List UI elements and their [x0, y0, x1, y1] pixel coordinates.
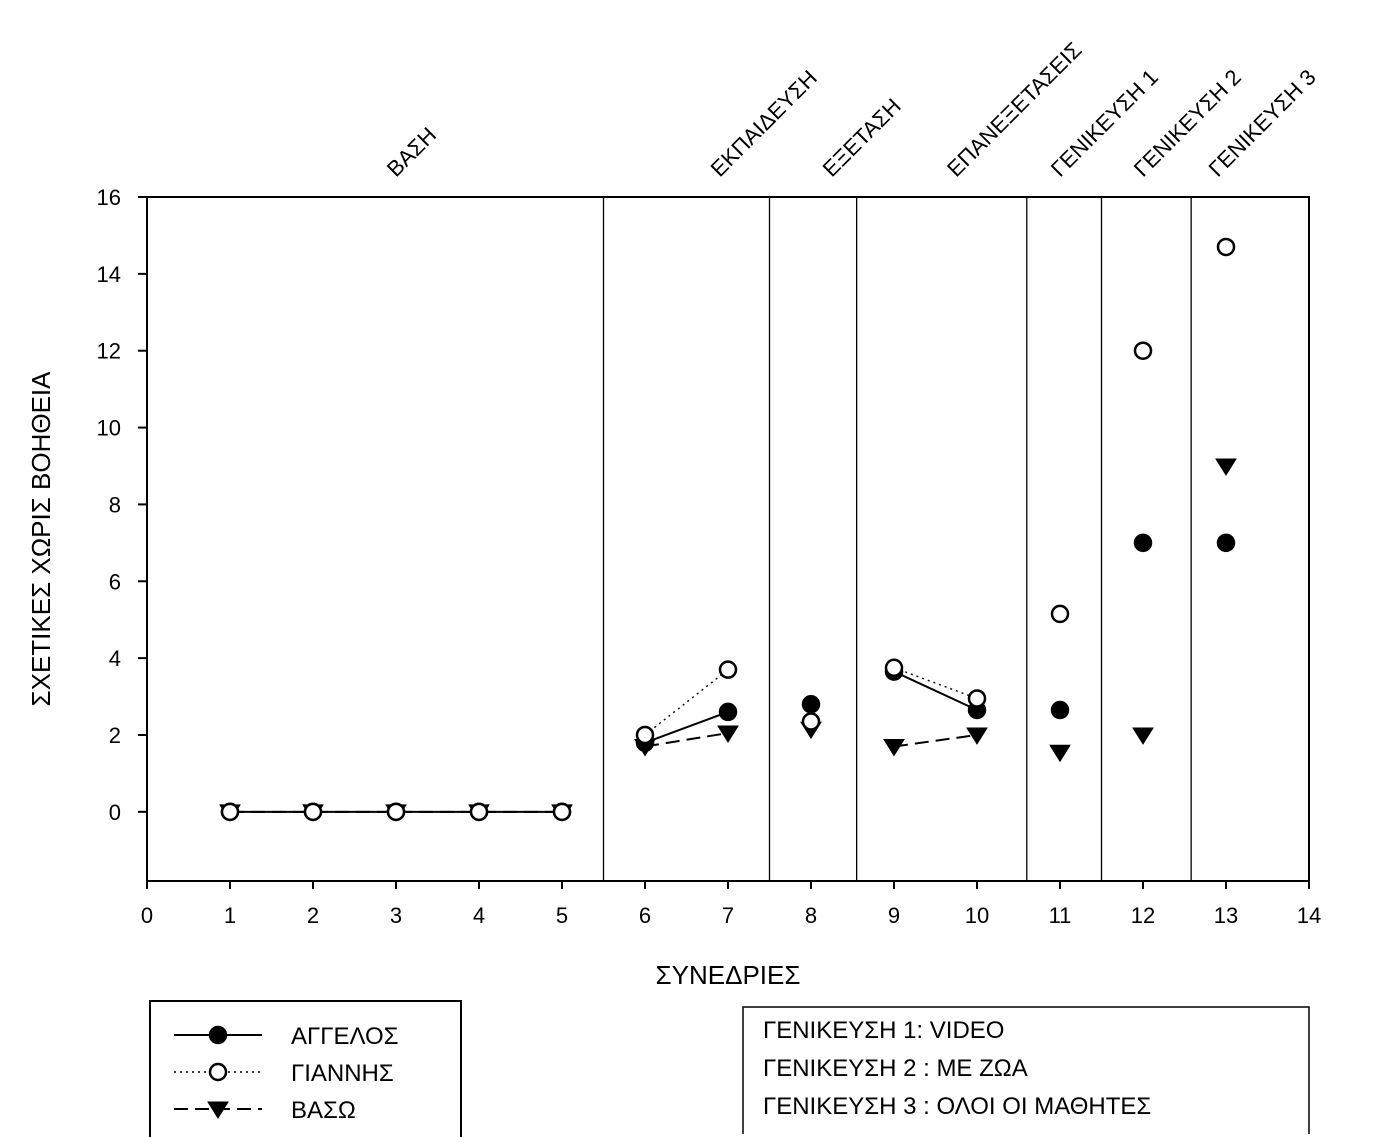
- phase-label-0: ΒΑΣΗ: [382, 122, 441, 181]
- series-2-line-2: [893, 733, 978, 748]
- note-generalization-1: ΓΕΝΙΚΕΥΣΗ 1: VIDEO: [763, 1017, 1004, 1044]
- x-tick-label-10: 10: [965, 903, 989, 928]
- y-axis-title: ΣΧΕΤΙΚΕΣ ΧΩΡΙΣ ΒΟΗΘΕΙΑ: [26, 371, 56, 707]
- series-1-point-9: [884, 658, 904, 677]
- series-1-point-5: [552, 802, 572, 822]
- phase-label-2: ΕΞΕΤΑΣΗ: [818, 93, 906, 181]
- series-1-point-4: [469, 802, 489, 822]
- legend-marker-0: [208, 1025, 228, 1045]
- series-1-point-7: [718, 660, 738, 679]
- series-2-point-9: [883, 739, 905, 757]
- x-tick-label-6: 6: [639, 903, 651, 928]
- series-1-point-13: [1216, 237, 1236, 257]
- y-axis-ticks: 0 2 4 6 8 10 12 14 16: [97, 185, 147, 825]
- notes-box: ΓΕΝΙΚΕΥΣΗ 1: VIDEO ΓΕΝΙΚΕΥΣΗ 2 : ΜΕ ΖΩΑ …: [742, 1006, 1310, 1134]
- x-axis-ticks: 0 1 2 3 4 5 6 7 8 9 10 11 12 13 14: [141, 881, 1321, 928]
- series-1-point-2: [303, 802, 323, 822]
- x-tick-label-11: 11: [1049, 903, 1072, 928]
- legend-box: [149, 1000, 462, 1137]
- legend-rows: ΑΓΓΕΛΟΣ ΓΙΑΝΝΗΣ ΒΑΣΩ: [174, 1023, 398, 1124]
- legend-label-1: ΓΙΑΝΝΗΣ: [291, 1060, 394, 1087]
- y-tick-label-14: 14: [97, 262, 121, 287]
- y-tick-label-4: 4: [109, 646, 121, 671]
- x-axis-title: ΣΥΝΕΔΡΙΕΣ: [656, 960, 801, 990]
- x-tick-label-14: 14: [1297, 903, 1321, 928]
- x-tick-label-9: 9: [888, 903, 900, 928]
- x-tick-label-12: 12: [1131, 903, 1155, 928]
- y-tick-label-8: 8: [109, 492, 121, 517]
- legend-label-0: ΑΓΓΕΛΟΣ: [291, 1023, 398, 1050]
- series-markers: [219, 237, 1237, 822]
- series-1-point-3: [386, 802, 406, 822]
- x-tick-label-13: 13: [1214, 903, 1238, 928]
- series-0-point-7: [718, 702, 738, 722]
- legend-marker-2: [207, 1101, 229, 1119]
- series-2-point-10: [966, 727, 988, 745]
- note-generalization-3: ΓΕΝΙΚΕΥΣΗ 3 : ΟΛΟΙ ΟΙ ΜΑΘΗΤΕΣ: [763, 1093, 1151, 1120]
- series-2-line-1: [644, 732, 729, 748]
- series-2-point-13: [1215, 458, 1237, 476]
- series-1-point-12: [1133, 341, 1153, 360]
- legend: ΑΓΓΕΛΟΣ ΓΙΑΝΝΗΣ ΒΑΣΩ: [149, 1000, 462, 1137]
- legend-marker-1: [208, 1062, 228, 1082]
- x-tick-label-2: 2: [307, 903, 319, 928]
- y-tick-label-6: 6: [109, 569, 121, 594]
- series-0-point-11: [1050, 700, 1070, 720]
- series-1-point-10: [967, 689, 987, 708]
- x-tick-label-4: 4: [473, 903, 485, 928]
- series-2-point-11: [1049, 744, 1071, 763]
- series-1-point-6: [635, 725, 655, 745]
- series-0-point-12: [1133, 533, 1153, 553]
- x-tick-label-8: 8: [805, 903, 817, 928]
- series-1-point-11: [1050, 604, 1070, 624]
- legend-label-2: ΒΑΣΩ: [291, 1097, 356, 1124]
- phase-label-1: ΕΚΠΑΙΔΕΥΣΗ: [706, 65, 822, 181]
- series-2-point-12: [1132, 727, 1154, 745]
- series-0-point-13: [1216, 533, 1236, 553]
- series-1-point-1: [220, 802, 240, 822]
- series-0-point-8: [801, 694, 821, 714]
- y-tick-label-0: 0: [109, 800, 121, 825]
- series-1-line-2: [893, 667, 978, 700]
- x-tick-label-7: 7: [722, 903, 734, 928]
- x-tick-label-0: 0: [141, 903, 153, 928]
- phase-dividers: [602, 197, 1192, 881]
- y-tick-label-12: 12: [97, 339, 121, 364]
- x-tick-label-5: 5: [556, 903, 568, 928]
- series-0-line-2: [893, 670, 978, 711]
- x-tick-label-3: 3: [390, 903, 402, 928]
- series-2-point-7: [717, 725, 739, 743]
- notes-box-frame: [742, 1006, 1310, 1134]
- series-1-point-8: [801, 712, 821, 731]
- x-tick-label-1: 1: [224, 903, 236, 928]
- y-tick-label-16: 16: [97, 185, 121, 210]
- series-1-line-1: [644, 669, 729, 736]
- note-generalization-2: ΓΕΝΙΚΕΥΣΗ 2 : ΜΕ ΖΩΑ: [763, 1055, 1028, 1082]
- y-tick-label-10: 10: [97, 416, 121, 441]
- y-tick-label-2: 2: [109, 723, 121, 748]
- series-0-line-1: [644, 710, 729, 744]
